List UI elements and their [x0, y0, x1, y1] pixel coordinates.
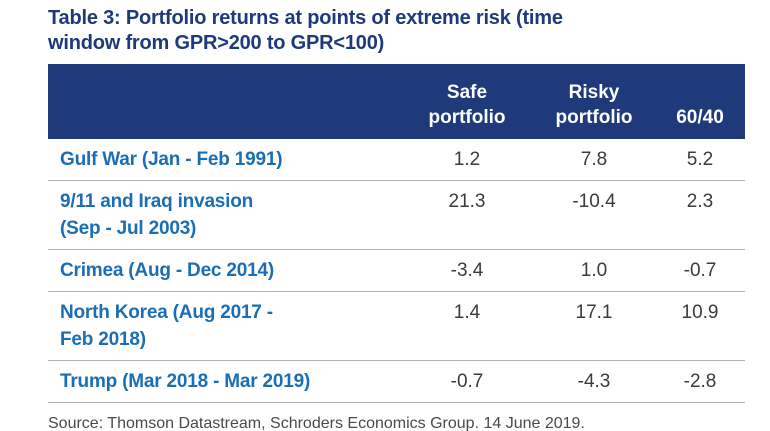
value-cell: -0.7 — [655, 249, 745, 292]
value-cell: 7.8 — [580, 149, 608, 170]
source-note: Source: Thomson Datastream, Schroders Ec… — [48, 415, 585, 431]
table-row: Crimea (Aug - Dec 2014) -3.4 1.0 -0.7 — [48, 249, 745, 292]
row-label: Crimea (Aug - Dec 2014) — [48, 249, 401, 292]
table-row: 9/11 and Iraq invasion (Sep - Jul 2003) … — [48, 180, 745, 250]
value-cell: -3.4 — [401, 249, 533, 292]
row-label-header-spacer — [48, 64, 401, 139]
value-cell: 1.4 — [401, 291, 533, 361]
value-cell: 17.1 — [533, 291, 655, 361]
value-cell: -0.7 — [401, 360, 533, 403]
row-label: Trump (Mar 2018 - Mar 2019) — [48, 360, 401, 403]
col-header-safe-portfolio: Safe portfolio — [401, 64, 533, 139]
value-cell: -10.4 — [533, 180, 655, 250]
value-cell: 21.3 — [401, 180, 533, 250]
table-title: Table 3: Portfolio returns at points of … — [48, 7, 563, 54]
value-cell: -2.8 — [655, 360, 745, 403]
value-cell: -4.3 — [533, 360, 655, 403]
portfolio-returns-table: Safe portfolio Risky portfolio 60/40 Gul… — [48, 64, 745, 403]
value-cell: 10.9 — [655, 291, 745, 361]
col-header-60-40: 60/40 — [655, 64, 745, 139]
col-header-risky-portfolio: Risky portfolio — [533, 64, 655, 139]
value-cell: 1.2 — [453, 149, 481, 170]
table-row: Trump (Mar 2018 - Mar 2019) -0.7 -4.3 -2… — [48, 360, 745, 403]
header-row: Safe portfolio Risky portfolio 60/40 — [48, 64, 745, 139]
row-label: Gulf War (Jan - Feb 1991) — [60, 149, 283, 170]
table-row: North Korea (Aug 2017 - Feb 2018) 1.4 17… — [48, 291, 745, 361]
row-label: North Korea (Aug 2017 - Feb 2018) — [48, 291, 401, 361]
value-cell: 1.0 — [533, 249, 655, 292]
value-cell: 2.3 — [655, 180, 745, 250]
value-cell: 5.2 — [686, 149, 714, 170]
table-row: Gulf War (Jan - Feb 1991) 1.2 7.8 5.2 — [48, 139, 745, 181]
row-label: 9/11 and Iraq invasion (Sep - Jul 2003) — [48, 180, 401, 250]
